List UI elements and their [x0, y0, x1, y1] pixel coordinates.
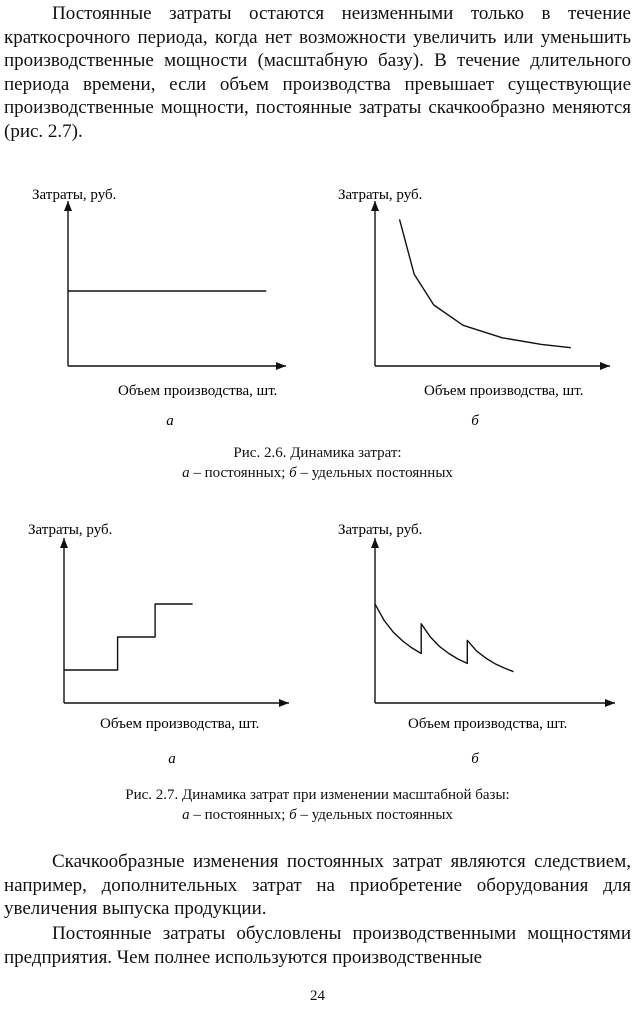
body-paragraph: Постоянные затраты обусловлены производс…	[4, 923, 631, 968]
chart-y-label: Затраты, руб.	[338, 187, 422, 203]
chart-y-label: Затраты, руб.	[338, 522, 422, 538]
chart-x-label: Объем производства, шт.	[100, 716, 259, 732]
chart-x-label: Объем производства, шт.	[424, 383, 583, 399]
chart-plot-area	[398, 219, 571, 349]
chart-y-label: Затраты, руб.	[28, 522, 112, 538]
series-line-0	[64, 603, 193, 671]
y-axis-arrow	[371, 538, 379, 548]
chart-axes	[371, 201, 610, 370]
chart-axes	[371, 538, 615, 707]
x-axis-arrow	[605, 699, 615, 707]
page-number: 24	[310, 988, 325, 1004]
chart-axes	[60, 538, 289, 707]
caption-a-text: – постоянных;	[189, 465, 290, 481]
chart-axes	[64, 201, 286, 370]
caption-legend: а – постоянных; б – удельных постоянных	[0, 463, 635, 483]
chart-panel-label: а	[168, 751, 176, 767]
x-axis-arrow	[279, 699, 289, 707]
y-axis-arrow	[371, 201, 379, 211]
caption-title: Рис. 2.6. Динамика затрат:	[233, 445, 402, 461]
figure-2-6-caption: Рис. 2.6. Динамика затрат: а – постоянны…	[0, 443, 635, 483]
caption-b-letter: б	[289, 807, 297, 823]
chart-x-label: Объем производства, шт.	[118, 383, 277, 399]
intro-paragraph: Постоянные затраты остаются неизменными …	[4, 3, 631, 142]
caption-a-text: – постоянных;	[189, 807, 290, 823]
chart-panel-label: а	[166, 413, 174, 429]
y-axis-arrow	[60, 538, 68, 548]
caption-b-letter: б	[289, 465, 297, 481]
chart-panel-label: б	[471, 751, 479, 767]
caption-legend: а – постоянных; б – удельных постоянных	[0, 805, 635, 825]
chart-plot-area	[374, 603, 514, 673]
series-line-0	[374, 603, 514, 673]
x-axis-arrow	[276, 362, 286, 370]
body-paragraph: Скачкообразные изменения постоянных затр…	[4, 851, 631, 919]
chart-fig-2-7-a: Затраты, руб. Объем производства, шт. а	[28, 522, 289, 767]
chart-plot-area	[64, 603, 193, 671]
chart-fig-2-6-b: Затраты, руб. Объем производства, шт. б	[338, 187, 610, 429]
chart-x-label: Объем производства, шт.	[408, 716, 567, 732]
caption-a-letter: а	[182, 807, 190, 823]
caption-title: Рис. 2.7. Динамика затрат при изменении …	[125, 787, 510, 803]
y-axis-arrow	[64, 201, 72, 211]
chart-y-label: Затраты, руб.	[32, 187, 116, 203]
caption-a-letter: а	[182, 465, 190, 481]
caption-b-text: – удельных постоянных	[296, 807, 453, 823]
chart-fig-2-6-a: Затраты, руб. Объем производства, шт. а	[32, 187, 286, 429]
x-axis-arrow	[600, 362, 610, 370]
figure-2-7-caption: Рис. 2.7. Динамика затрат при изменении …	[0, 785, 635, 825]
series-line-0	[398, 219, 571, 349]
chart-fig-2-7-b: Затраты, руб. Объем производства, шт. б	[338, 522, 615, 767]
caption-b-text: – удельных постоянных	[296, 465, 453, 481]
chart-panel-label: б	[471, 413, 479, 429]
